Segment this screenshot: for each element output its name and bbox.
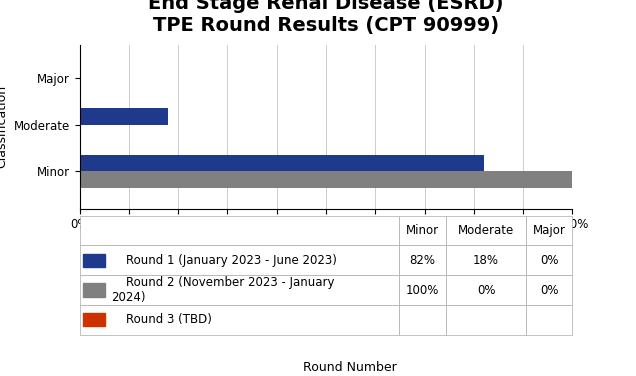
Text: Round Number: Round Number <box>303 361 397 374</box>
Bar <box>83 254 106 267</box>
Bar <box>80 155 484 171</box>
Bar <box>83 284 106 297</box>
Bar <box>80 108 168 124</box>
Title: End Stage Renal Disease (ESRD)
TPE Round Results (CPT 90999): End Stage Renal Disease (ESRD) TPE Round… <box>148 0 504 35</box>
Bar <box>83 313 106 326</box>
Bar <box>80 171 572 188</box>
Y-axis label: Classification: Classification <box>0 85 8 168</box>
